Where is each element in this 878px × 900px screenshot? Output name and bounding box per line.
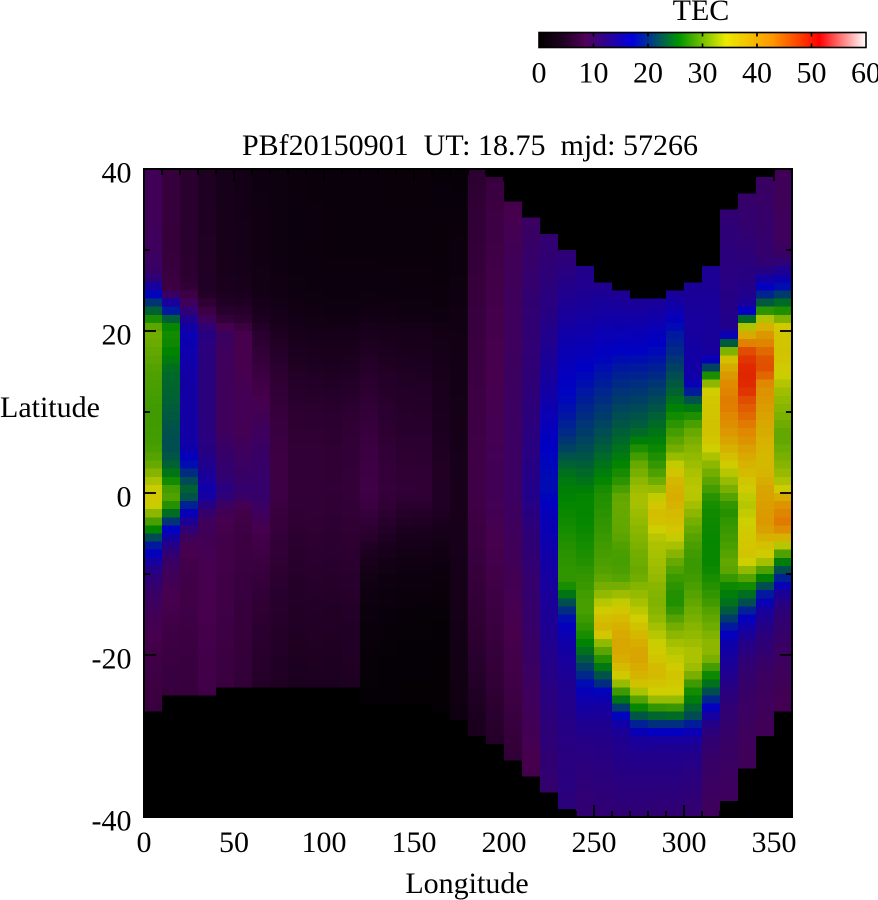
svg-text:0: 0 (117, 481, 132, 514)
svg-text:20: 20 (102, 319, 132, 352)
svg-text:150: 150 (392, 826, 437, 859)
svg-text:PBf20150901 UT: 18.75 mjd: 5: PBf20150901 UT: 18.75 mjd: 57266 (242, 129, 698, 162)
svg-text:350: 350 (752, 826, 797, 859)
svg-text:Latitude: Latitude (0, 391, 100, 424)
svg-text:50: 50 (797, 56, 827, 89)
svg-text:40: 40 (742, 56, 772, 89)
svg-text:200: 200 (482, 826, 527, 859)
svg-text:20: 20 (633, 56, 663, 89)
svg-text:TEC: TEC (673, 0, 730, 27)
svg-text:-20: -20 (92, 643, 132, 676)
svg-text:60: 60 (851, 56, 878, 89)
svg-text:50: 50 (219, 826, 249, 859)
svg-text:10: 10 (579, 56, 609, 89)
svg-text:0: 0 (532, 56, 547, 89)
svg-text:30: 30 (688, 56, 718, 89)
svg-text:40: 40 (102, 157, 132, 190)
svg-text:100: 100 (302, 826, 347, 859)
svg-text:250: 250 (572, 826, 617, 859)
svg-text:0: 0 (137, 826, 152, 859)
svg-text:300: 300 (662, 826, 707, 859)
svg-text:Longitude: Longitude (405, 867, 528, 900)
svg-text:-40: -40 (92, 805, 132, 838)
